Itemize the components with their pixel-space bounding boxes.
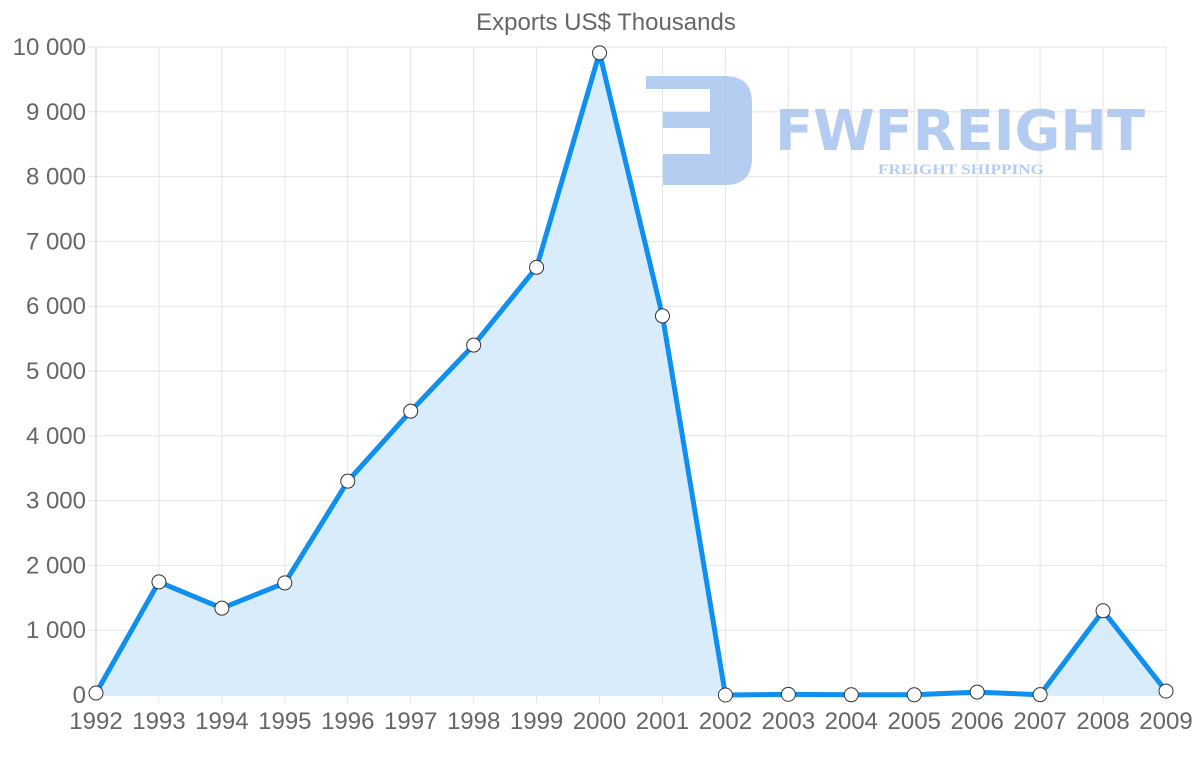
y-tick-label: 2 000 [26, 552, 86, 579]
x-tick-label: 1993 [132, 708, 185, 735]
y-tick-label: 0 [73, 682, 86, 709]
y-tick-label: 10 000 [13, 34, 86, 61]
x-tick-label: 2004 [825, 708, 878, 735]
x-tick-label: 2008 [1076, 708, 1129, 735]
x-tick-label: 2001 [636, 708, 689, 735]
data-point-1994[interactable] [214, 600, 230, 616]
fwfreight-watermark-logo: FWFREIGHT FREIGHT SHIPPING [646, 76, 1145, 185]
data-points [88, 45, 1174, 703]
data-point-2002[interactable] [717, 687, 733, 703]
series-area-fill [96, 52, 1166, 696]
y-tick-label: 9 000 [26, 99, 86, 126]
y-tick-label: 6 000 [26, 293, 86, 320]
data-point-2003[interactable] [780, 686, 796, 702]
data-point-2008[interactable] [1095, 603, 1111, 619]
data-point-1995[interactable] [277, 575, 293, 591]
x-tick-label: 2003 [762, 708, 815, 735]
data-point-2005[interactable] [906, 687, 922, 703]
data-point-1993[interactable] [151, 574, 167, 590]
series-line [93, 50, 1168, 698]
x-tick-label: 2009 [1139, 708, 1192, 735]
data-point-2004[interactable] [843, 687, 859, 703]
x-tick-label: 1999 [510, 708, 563, 735]
x-tick-label: 2005 [888, 708, 941, 735]
x-tick-label: 2000 [573, 708, 626, 735]
logo-mark-icon [646, 76, 752, 185]
data-point-2009[interactable] [1158, 683, 1174, 699]
data-point-2006[interactable] [969, 684, 985, 700]
data-point-1997[interactable] [403, 403, 419, 419]
data-point-2007[interactable] [1032, 687, 1048, 703]
watermark-tagline: FREIGHT SHIPPING [878, 162, 1044, 178]
y-tick-label: 5 000 [26, 358, 86, 385]
y-axis: 0 1 000 2 000 3 000 4 000 5 000 6 000 7 000 8 00… [13, 34, 86, 709]
x-tick-label: 2002 [699, 708, 752, 735]
x-tick-label: 1994 [195, 708, 248, 735]
data-point-1992[interactable] [88, 685, 104, 701]
data-point-2001[interactable] [654, 308, 670, 324]
x-tick-label: 1997 [384, 708, 437, 735]
data-point-1996[interactable] [340, 473, 356, 489]
chart-title: Exports US$ Thousands [476, 9, 736, 36]
y-tick-label: 7 000 [26, 228, 86, 255]
data-point-2000[interactable] [592, 45, 608, 61]
x-tick-label: 2006 [950, 708, 1003, 735]
y-tick-label: 8 000 [26, 164, 86, 191]
x-tick-label: 1992 [69, 708, 122, 735]
x-tick-label: 1996 [321, 708, 374, 735]
data-point-1999[interactable] [529, 259, 545, 275]
x-tick-label: 2007 [1013, 708, 1066, 735]
y-tick-label: 3 000 [26, 488, 86, 515]
y-tick-label: 1 000 [26, 617, 86, 644]
watermark-brand: FWFREIGHT [775, 99, 1145, 164]
data-point-1998[interactable] [466, 337, 482, 353]
x-axis: 1992 1993 1994 1995 1996 1997 1998 1999 2000 2001… [69, 708, 1192, 735]
x-tick-label: 1998 [447, 708, 500, 735]
x-tick-label: 1995 [258, 708, 311, 735]
y-tick-label: 4 000 [26, 423, 86, 450]
